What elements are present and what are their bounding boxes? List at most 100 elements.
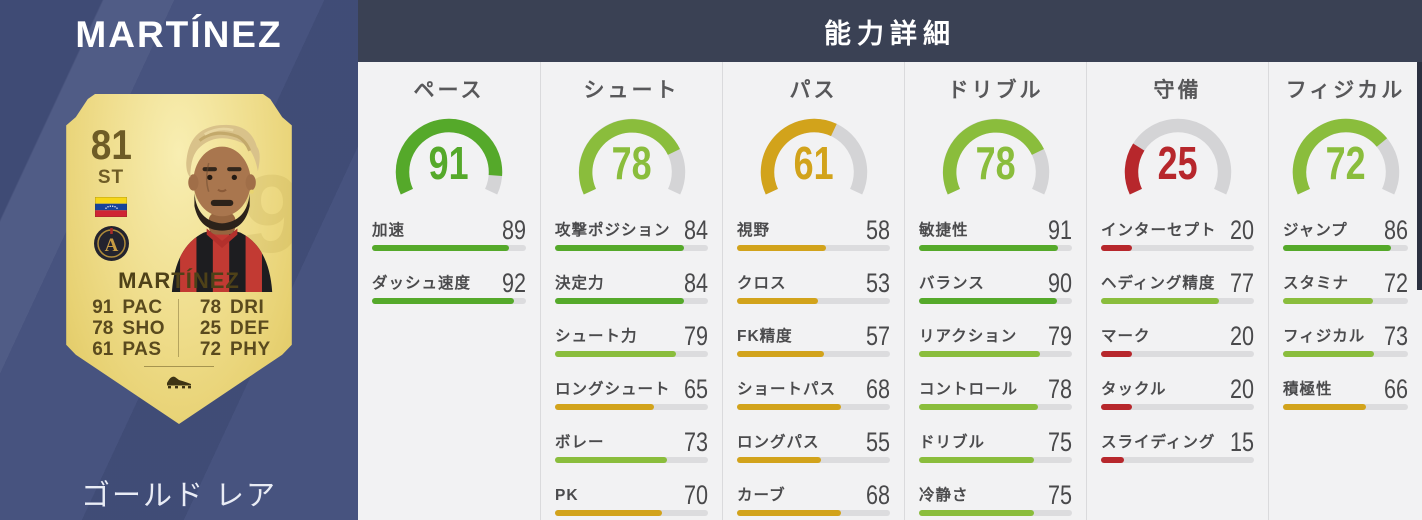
category-title: シュート xyxy=(583,79,680,102)
stat-bar xyxy=(919,457,1072,463)
stat-bar xyxy=(555,298,708,304)
stat-bar xyxy=(372,245,526,251)
gauge-fill xyxy=(578,119,680,195)
stat-value: 84 xyxy=(683,215,708,245)
stat-bar-fill xyxy=(372,298,514,304)
stat-value: 91 xyxy=(1047,215,1072,245)
stat-value: 73 xyxy=(1383,321,1408,351)
stat-bar-fill xyxy=(1101,245,1132,251)
gauge-fill xyxy=(1292,118,1387,195)
player-panel: MARTÍNEZ 19 xyxy=(0,0,358,520)
stat-bar-fill xyxy=(1101,457,1124,463)
stat-bar xyxy=(555,457,708,463)
category-title: 守備 xyxy=(1153,79,1202,102)
stat-value: 75 xyxy=(1047,480,1072,510)
quick-stat-label: PAC xyxy=(122,297,163,318)
stat-row: ロングパス 55 xyxy=(737,429,890,463)
stat-rows: 加速 89 ダッシュ速度 92 xyxy=(358,217,540,304)
stat-value: 68 xyxy=(865,480,890,510)
card-divider-line xyxy=(144,366,214,367)
stat-bar-fill xyxy=(555,510,663,516)
quick-stats-left: 91 PAC 78 SHO 61 PAS xyxy=(87,297,165,360)
stat-row: スライディング 15 xyxy=(1101,429,1254,463)
stat-label: ロングシュート xyxy=(555,381,671,398)
category-gauge: 78 xyxy=(570,112,694,199)
stat-bar xyxy=(1283,245,1408,251)
stat-label: 攻撃ポジション xyxy=(555,222,671,239)
stat-bar-fill xyxy=(372,245,510,251)
category-columns: ペース 91 加速 89 ダッシュ速度 92 シュート xyxy=(358,62,1422,520)
stat-rows: インターセプト 20 ヘディング精度 77 マーク 20 タックル 20 xyxy=(1087,217,1268,463)
stat-bar-fill xyxy=(919,510,1034,516)
stat-bar-fill xyxy=(1283,351,1375,357)
stat-bar xyxy=(1283,351,1408,357)
quick-stat-value: 72 xyxy=(199,339,222,360)
stat-value: 57 xyxy=(865,321,890,351)
stat-row: ショートパス 68 xyxy=(737,376,890,410)
stat-row: 攻撃ポジション 84 xyxy=(555,217,708,251)
stat-label: ヘディング精度 xyxy=(1101,275,1216,292)
stat-bar xyxy=(1101,351,1254,357)
scrollbar-thumb[interactable] xyxy=(1417,62,1422,290)
stat-bar-fill xyxy=(919,351,1040,357)
stat-bar xyxy=(372,298,526,304)
stat-bar xyxy=(919,298,1072,304)
stat-value: 58 xyxy=(865,215,890,245)
stat-bar-fill xyxy=(737,298,819,304)
stat-value: 77 xyxy=(1229,268,1254,298)
stat-value: 79 xyxy=(1047,321,1072,351)
stat-label: カーブ xyxy=(737,487,786,504)
stat-bar-fill xyxy=(555,457,667,463)
category-gauge: 61 xyxy=(752,112,876,199)
stat-row: ドリブル 75 xyxy=(919,429,1072,463)
stat-row: コントロール 78 xyxy=(919,376,1072,410)
category-overall: 91 xyxy=(429,137,469,189)
stat-row: カーブ 68 xyxy=(737,482,890,516)
category-overall: 78 xyxy=(611,137,652,189)
stat-category-column: フィジカル 72 ジャンプ 86 スタミナ 72 フィジカル 73 xyxy=(1268,62,1422,520)
stat-row: スタミナ 72 xyxy=(1283,270,1408,304)
stat-row: ジャンプ 86 xyxy=(1283,217,1408,251)
quick-stat-value: 25 xyxy=(199,318,222,339)
category-overall: 25 xyxy=(1157,137,1198,189)
stat-row: 冷静さ 75 xyxy=(919,482,1072,516)
stat-row: ヘディング精度 77 xyxy=(1101,270,1254,304)
stat-rows: ジャンプ 86 スタミナ 72 フィジカル 73 積極性 66 xyxy=(1269,217,1422,410)
stat-label: FK精度 xyxy=(737,328,793,345)
card-quick-stat: 25 DEF xyxy=(195,318,271,339)
stat-row: PK 70 xyxy=(555,482,708,516)
stat-bar-fill xyxy=(555,404,655,410)
stat-label: 冷静さ xyxy=(919,487,969,504)
stat-category-column: ドリブル 78 敏捷性 91 バランス 90 リアクション 79 xyxy=(904,62,1086,520)
card-quick-stat: 72 PHY xyxy=(195,339,271,360)
stat-label: ダッシュ速度 xyxy=(372,275,472,292)
stat-row: クロス 53 xyxy=(737,270,890,304)
stat-row: 視野 58 xyxy=(737,217,890,251)
card-rating-block: 81 ST xyxy=(87,124,135,189)
stat-value: 89 xyxy=(501,215,526,245)
stat-row: シュート力 79 xyxy=(555,323,708,357)
stat-value: 20 xyxy=(1229,321,1254,351)
card-overall-rating: 81 xyxy=(90,121,132,168)
player-name-title: MARTÍNEZ xyxy=(75,14,283,55)
stat-row: 敏捷性 91 xyxy=(919,217,1072,251)
venezuela-flag xyxy=(94,196,128,218)
category-gauge: 78 xyxy=(934,112,1058,199)
stat-bar xyxy=(555,245,708,251)
card-quick-stat: 61 PAS xyxy=(87,339,165,360)
stat-label: 視野 xyxy=(737,222,771,239)
stat-row: 加速 89 xyxy=(372,217,526,251)
stat-row: 決定力 84 xyxy=(555,270,708,304)
stat-bar-fill xyxy=(1283,298,1373,304)
stat-category-column: シュート 78 攻撃ポジション 84 決定力 84 シュート力 79 xyxy=(540,62,722,520)
stat-category-column: 守備 25 インターセプト 20 ヘディング精度 77 マーク 20 xyxy=(1086,62,1268,520)
stat-value: 73 xyxy=(683,427,708,457)
stat-category-column: パス 61 視野 58 クロス 53 FK精度 57 xyxy=(722,62,904,520)
stat-row: リアクション 79 xyxy=(919,323,1072,357)
stat-value: 66 xyxy=(1383,374,1408,404)
card-quick-stat: 78 DRI xyxy=(195,297,271,318)
quick-stat-value: 78 xyxy=(92,318,114,339)
stat-bar xyxy=(737,404,890,410)
card-quick-stats: 91 PAC 78 SHO 61 PAS 78 DRI 25 DEF 72 PHY xyxy=(66,297,292,360)
stat-bar xyxy=(737,298,890,304)
